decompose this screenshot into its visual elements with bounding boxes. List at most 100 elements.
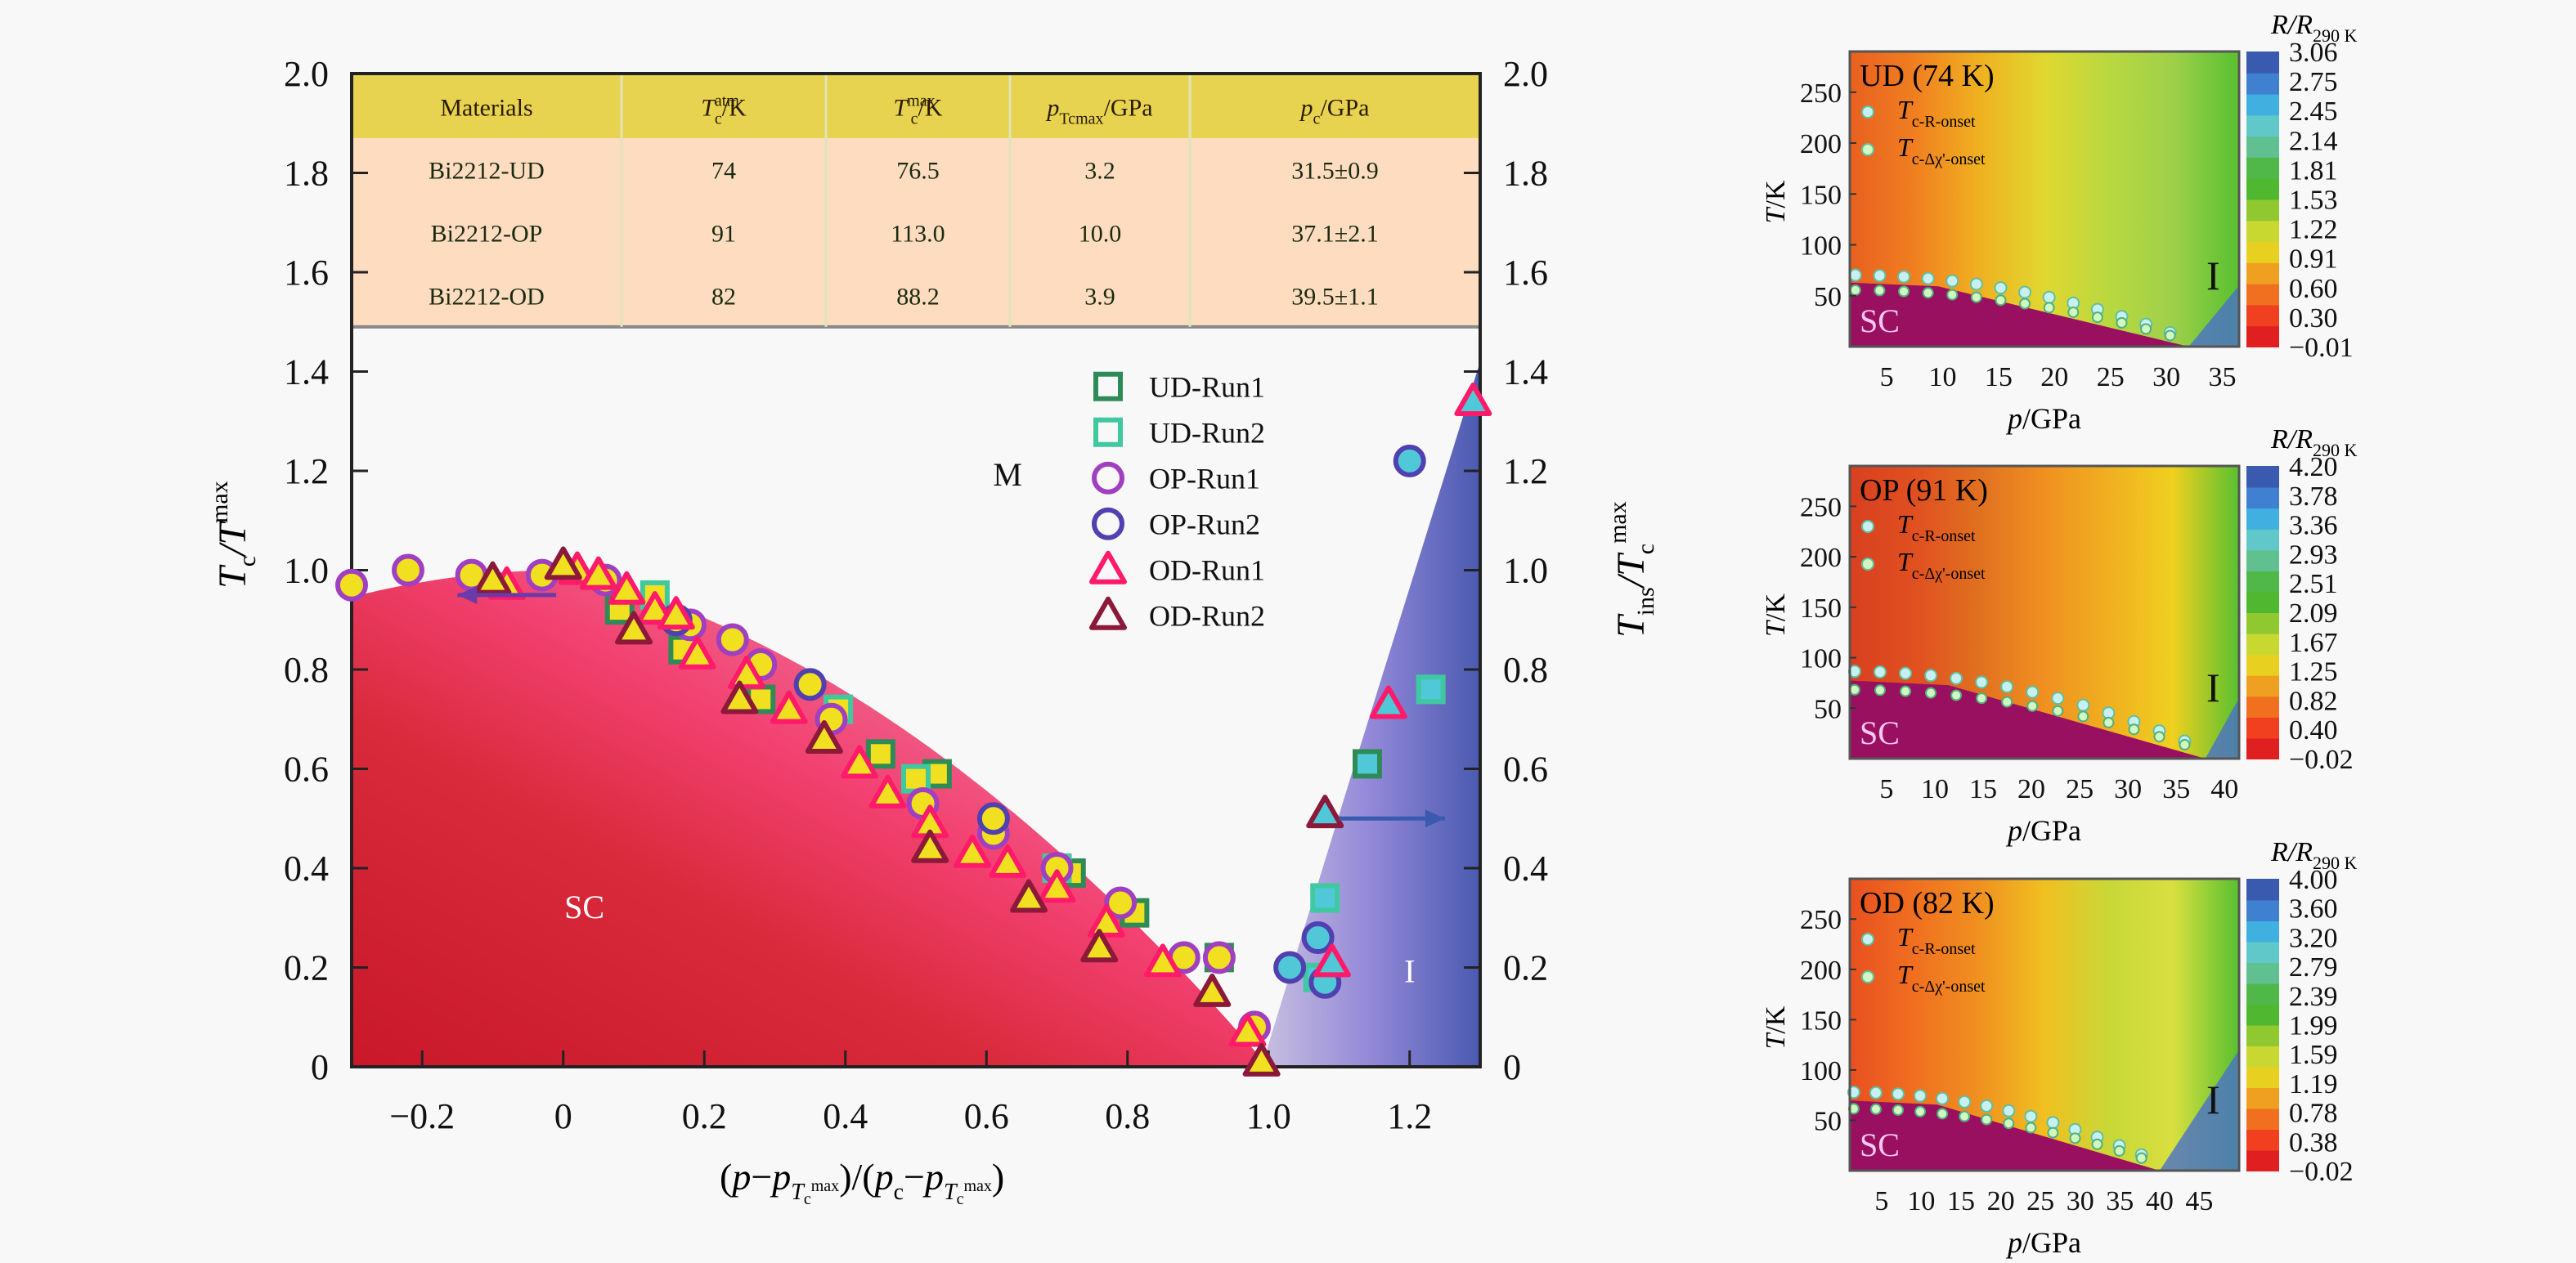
colorbar-tick-label: 1.81 (2289, 155, 2338, 186)
colorbar-tick-label: 1.19 (2289, 1069, 2338, 1100)
colorbar-swatch (2246, 612, 2279, 634)
colorbar-swatch (2246, 304, 2279, 327)
arrow-left-head (457, 585, 478, 604)
colorbar-swatch (2246, 920, 2279, 943)
onset-point-chi (1898, 285, 1910, 298)
data-point-op-run1 (1202, 941, 1236, 974)
y-tick-label-right: 0.6 (1503, 750, 1548, 790)
heatmap-x-tick-label: 5 (1874, 1186, 1888, 1216)
colorbar-tick-label: 0.60 (2289, 274, 2338, 304)
onset-point-chi (2179, 739, 2191, 751)
y-tick-label-left: 0.8 (284, 650, 329, 690)
legend-label: OD-Run1 (1149, 554, 1265, 587)
colorbar-swatch (2246, 674, 2279, 697)
onset-point-chi (1874, 684, 1886, 696)
colorbar-tick-label: 2.75 (2289, 67, 2338, 97)
y-tick-label-left: 1.2 (284, 451, 329, 491)
colorbar-tick-label: 2.14 (2289, 126, 2338, 156)
heatmap-x-tick-label: 25 (2066, 774, 2094, 804)
region-label-sc: SC (564, 889, 604, 925)
onset-point-chi (2003, 1117, 2015, 1130)
onset-point-r (2024, 1109, 2038, 1123)
heatmap-legend-label: Tc-Δχ'-onset (1897, 132, 1986, 168)
data-points (335, 382, 1492, 1077)
data-point-ud-run1 (1353, 749, 1382, 779)
table-cell: Bi2212-OP (431, 220, 543, 247)
heatmap-label-i: I (2206, 665, 2220, 710)
heatmap-y-tick-label: 50 (1814, 1106, 1842, 1136)
onset-point-chi (2103, 716, 2115, 728)
heatmap-x-tick-label: 10 (1907, 1186, 1935, 1216)
heatmap-x-tick-label: 25 (2026, 1186, 2054, 1216)
onset-point-chi (2091, 311, 2103, 324)
heatmap-label-sc: SC (1860, 714, 1900, 751)
colorbar-swatch (2246, 72, 2279, 95)
onset-point-r (1914, 1089, 1928, 1103)
colorbar-tick-label: 4.20 (2289, 452, 2338, 482)
y-tick-label-right: 1.6 (1503, 253, 1548, 293)
y-tick-label-left: 0.4 (284, 849, 329, 889)
y-tick-label-right: 1.8 (1503, 154, 1548, 194)
onset-point-chi (2069, 1132, 2081, 1144)
onset-point-r (1869, 1086, 1883, 1100)
x-tick-label: 0.8 (1105, 1096, 1150, 1136)
data-point-od-run1 (1454, 382, 1492, 416)
colorbar-label: R/R290 K (2270, 10, 2358, 46)
x-tick-label: 1.0 (1246, 1096, 1291, 1136)
heatmap-x-tick-label: 15 (1947, 1186, 1975, 1216)
heatmap-sc-region (1850, 282, 2189, 347)
data-point-od-run1 (1369, 685, 1407, 719)
onset-point-r (2042, 290, 2056, 304)
legend-marker (1089, 550, 1127, 584)
colorbar-tick-label: 2.79 (2289, 952, 2338, 983)
heatmap-y-tick-label: 100 (1800, 231, 1842, 262)
heatmap-x-tick-label: 40 (2146, 1186, 2174, 1216)
data-point-op-run1 (1104, 886, 1138, 920)
data-point-op-run2 (976, 802, 1010, 835)
table-body-bg (352, 137, 1480, 327)
data-point-od-run1 (1087, 903, 1125, 938)
materials-table: Materials Tatm c/K Tmax c/K pTcmax/GPa pc/GPa B… (352, 74, 1480, 329)
y-tick-label-right: 1.0 (1503, 551, 1548, 591)
table-cell: 76.5 (896, 157, 940, 184)
colorbar-swatch (2246, 262, 2279, 284)
data-point-od-run2 (720, 680, 759, 714)
onset-point-r (1980, 1099, 1994, 1113)
colorbar-swatch (2246, 1129, 2279, 1151)
heatmap-x-tick-label: 20 (2017, 774, 2045, 804)
heatmap-x-tick-label: 20 (2040, 362, 2068, 392)
heatmap-x-axis-label: p/GPa (2005, 1226, 2081, 1259)
y-tick-label-left: 0.6 (284, 750, 329, 790)
colorbar-swatch (2246, 177, 2279, 200)
colorbar-swatch (2246, 136, 2279, 158)
heatmap-y-tick-label: 200 (1800, 543, 1842, 573)
colorbar-tick-label: 2.45 (2289, 96, 2338, 127)
colorbar-swatch (2246, 633, 2279, 656)
onset-point-chi (1925, 687, 1937, 699)
table-header-cell: Materials (440, 94, 532, 121)
table-cell: 10.0 (1079, 220, 1122, 247)
heatmap-x-tick-label: 40 (2210, 774, 2238, 804)
onset-point-r (1848, 268, 1862, 282)
data-point-op-run2 (1301, 921, 1335, 955)
onset-point-chi (1995, 294, 2007, 307)
colorbar-swatch (2246, 1024, 2279, 1046)
onset-point-chi (1900, 685, 1911, 697)
main-axis-ticks: −0.2 0 0.2 0.4 0.6 0.8 1.0 1.2 0 0 0.2 0.2 0.4 0.4 0.6… (284, 54, 1548, 1136)
onset-point-chi (1892, 1104, 1904, 1116)
data-point-od-run1 (954, 834, 991, 868)
onset-point-chi (1936, 1108, 1949, 1120)
heatmap-y-tick-label: 150 (1800, 1005, 1842, 1036)
heatmap-sc-region (1850, 680, 2206, 759)
colorbar-tick-label: 3.78 (2289, 481, 2338, 512)
onset-point-r (2076, 698, 2090, 712)
data-point-od-run2 (1306, 795, 1344, 829)
table-header-cell: Tmax c/K (893, 92, 942, 128)
colorbar-tick-label: −0.02 (2289, 1157, 2354, 1187)
legend-marker (1093, 371, 1123, 401)
table-cell: 91 (711, 220, 736, 247)
heatmap-x-tick-label: 15 (1985, 362, 2013, 392)
data-point-od-run2 (615, 611, 653, 645)
colorbar-swatch (2246, 941, 2279, 963)
